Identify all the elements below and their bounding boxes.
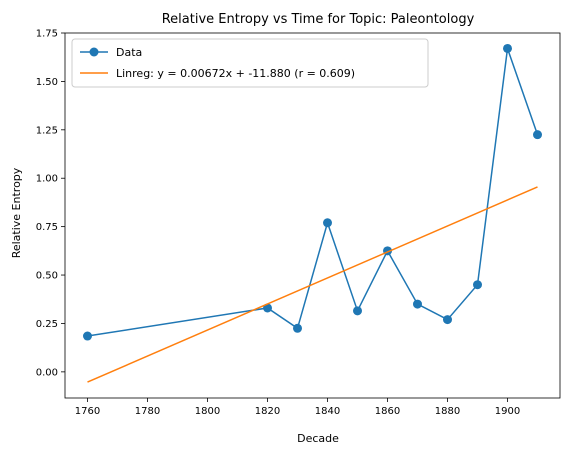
y-tick-label: 1.00 [36,174,58,185]
data-point [533,130,542,140]
legend-swatch-marker [89,47,99,57]
x-tick-label: 1760 [75,406,100,417]
legend-entry-1: Linreg: y = 0.00672x + -11.880 (r = 0.60… [80,67,355,80]
data-point [473,280,482,290]
regression-line [87,186,538,383]
data-point [83,331,92,341]
data-point [503,43,512,53]
data-point [293,323,302,333]
axes-frame [64,32,561,399]
chart-title: Relative Entropy vs Time for Topic: Pale… [162,12,475,27]
y-tick-label: 1.75 [36,29,58,40]
x-tick-label: 1800 [195,406,220,417]
y-tick-label: 0.00 [36,367,58,378]
y-tick-label: 0.75 [36,222,58,233]
y-tick-label: 0.25 [36,319,58,330]
y-axis-label: Relative Entropy [10,167,23,258]
data-point [353,306,362,316]
x-tick-label: 1840 [315,406,340,417]
y-tick-label: 1.50 [36,77,58,88]
x-tick-label: 1820 [255,406,280,417]
legend-label: Data [116,46,142,59]
series-1 [87,186,538,383]
data-point [443,315,452,325]
data-point [323,218,332,228]
x-tick-label: 1860 [375,406,400,417]
x-tick-label: 1880 [435,406,460,417]
legend: Data Linreg: y = 0.00672x + -11.880 (r = … [71,38,429,88]
x-axis-label: Decade [297,432,339,445]
legend-label: Linreg: y = 0.00672x + -11.880 (r = 0.60… [116,67,355,80]
y-tick-label: 0.50 [36,271,58,282]
legend-box [71,38,429,88]
legend-entry-0: Data [80,46,142,59]
data-point [413,299,422,309]
y-tick-label: 1.25 [36,125,58,136]
plot-area: 1760 1780 1800 1820 1840 1860 1880 1900 0.00 0.25… [36,29,561,417]
x-tick-label: 1780 [135,406,160,417]
x-tick-label: 1900 [495,406,520,417]
